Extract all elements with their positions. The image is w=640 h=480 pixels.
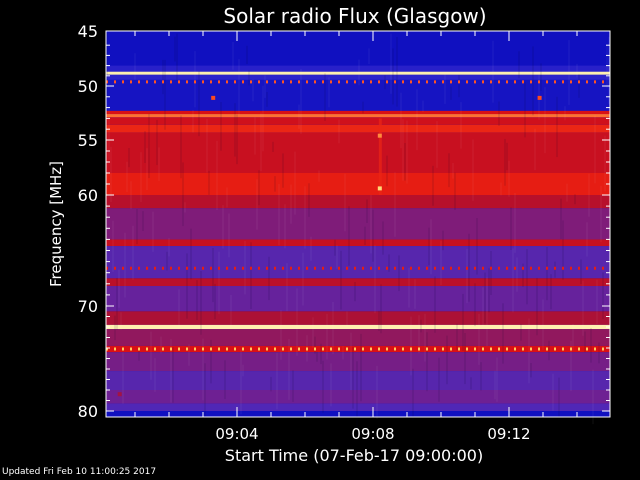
spot-1 — [537, 95, 542, 100]
x-tick-label-09:12: 09:12 — [487, 425, 530, 443]
band-14 — [106, 246, 610, 279]
y-tick-label-55: 55 — [78, 131, 98, 150]
band-21 — [106, 352, 610, 372]
band-22 — [106, 371, 610, 390]
spot-3 — [377, 186, 382, 191]
band-5 — [106, 110, 610, 115]
y-axis-ticks: 45 50 55 60 70 80 — [78, 22, 610, 421]
band-10 — [106, 173, 610, 195]
band-12 — [106, 208, 610, 240]
chart-title: Solar radio Flux (Glasgow) — [223, 4, 486, 28]
heatmap-area — [106, 31, 610, 429]
band-19 — [106, 329, 610, 346]
updated-timestamp: Updated Fri Feb 10 11:00:25 2017 — [2, 467, 157, 477]
band-7 — [106, 117, 610, 125]
y-tick-label-45: 45 — [78, 22, 98, 41]
y-tick-label-60: 60 — [78, 186, 98, 205]
y-axis-label: Frequency [MHz] — [47, 161, 65, 287]
band-23 — [106, 390, 610, 404]
burst-column — [378, 118, 382, 195]
band-2 — [106, 71, 610, 75]
y-tick-label-70: 70 — [78, 297, 98, 316]
band-3 — [106, 74, 610, 80]
spot-2 — [377, 133, 382, 138]
band-0 — [106, 31, 610, 66]
spot-4 — [117, 392, 122, 397]
band-11 — [106, 195, 610, 209]
x-axis-label: Start Time (07-Feb-17 09:00:00) — [225, 446, 483, 465]
band-8 — [106, 124, 610, 133]
y-tick-label-50: 50 — [78, 77, 98, 96]
heatmap-spots — [117, 95, 542, 397]
y-tick-label-80: 80 — [78, 402, 98, 421]
band-24 — [106, 403, 610, 411]
band-18 — [106, 324, 610, 330]
band-6 — [106, 114, 610, 118]
plot-frame — [105, 30, 611, 418]
band-15 — [106, 278, 610, 287]
x-tick-label-09:08: 09:08 — [351, 425, 394, 443]
band-13 — [106, 239, 610, 247]
x-axis-ticks: 09:04 09:08 09:12 — [134, 31, 578, 443]
band-17 — [106, 311, 610, 325]
band-20 — [106, 345, 610, 353]
band-16 — [106, 286, 610, 312]
band-4 — [106, 79, 610, 111]
spot-0 — [211, 95, 216, 100]
x-tick-label-09:04: 09:04 — [215, 425, 258, 443]
band-1 — [106, 65, 610, 72]
heatmap-bands — [106, 31, 610, 411]
band-9 — [106, 132, 610, 173]
